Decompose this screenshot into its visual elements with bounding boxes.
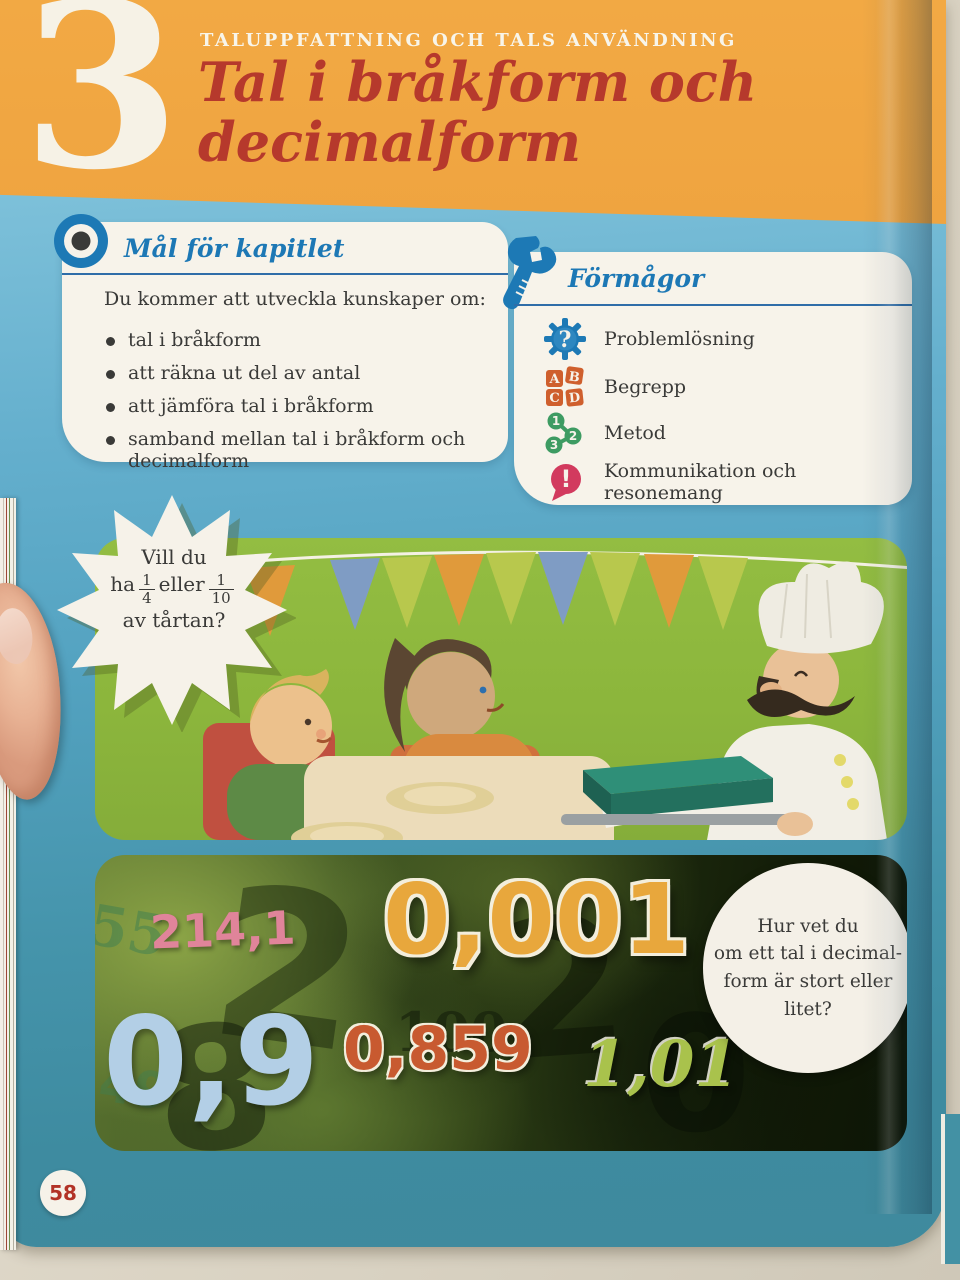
fraction-one-tenth: 1 10 <box>208 572 234 607</box>
gear-question-icon: ? <box>544 318 586 360</box>
thumb-nail <box>0 606 36 666</box>
svg-text:?: ? <box>559 327 572 353</box>
goals-list: tal i bråkform att räkna ut del av antal… <box>104 318 518 472</box>
party-illustration-panel <box>95 538 907 840</box>
decimals-panel: 2 8 55 49 2 0 100 214,1 0,001 0,9 0,859 … <box>95 855 907 1151</box>
svg-text:2: 2 <box>569 429 577 443</box>
page-number: 58 <box>40 1170 86 1216</box>
goals-box: Mål för kapitlet Du kommer att utveckla … <box>54 214 508 472</box>
goals-rule <box>62 273 508 275</box>
ability-problemsolving: ? Problemlösning <box>544 318 755 360</box>
abilities-heading: Förmågor <box>568 264 705 293</box>
exclamation-bubble-icon: ! <box>551 464 581 501</box>
speech-line3: av tårtan? <box>122 607 226 632</box>
goal-item: tal i bråkform <box>104 329 518 351</box>
chapter-title: Tal i bråkform och decimalform <box>198 52 757 173</box>
ability-label: Begrepp <box>604 376 687 398</box>
decimal-number: 0,001 <box>383 863 690 976</box>
ability-label: Kommunikation och resonemang <box>604 460 797 504</box>
ability-communication: ! Kommunikation och resonemang <box>544 460 912 504</box>
chapter-title-line1: Tal i bråkform och <box>198 50 758 114</box>
textbook-page: 3 TALUPPFATTNING OCH TALS ANVÄNDNING Tal… <box>0 0 946 1247</box>
svg-text:D: D <box>568 390 581 406</box>
goals-intro: Du kommer att utveckla kunskaper om: <box>104 288 486 310</box>
svg-text:B: B <box>568 369 581 385</box>
question-bubble: Hur vet du om ett tal i decimal- form är… <box>703 863 907 1073</box>
book-behind-edge <box>941 1114 960 1264</box>
numbered-circles-icon: 123 <box>545 412 582 454</box>
goal-item: samband mellan tal i bråkform och decima… <box>104 428 518 472</box>
speech-line2: ha 1 4 eller 1 10 <box>82 571 266 607</box>
decimal-number: 0,9 <box>103 991 320 1133</box>
svg-text:!: ! <box>561 465 572 493</box>
target-icon <box>54 214 108 268</box>
speech-line1: Vill du <box>141 545 207 569</box>
chapter-number: 3 <box>22 0 181 220</box>
bunting-garland <box>95 550 907 636</box>
wrench-icon <box>503 236 557 310</box>
decimal-number: 0,859 <box>343 1014 533 1084</box>
party-scene <box>95 550 907 840</box>
speech-bubble-text: Vill du ha 1 4 eller 1 10 av tårtan? <box>82 544 266 634</box>
chef-illustration <box>561 561 887 840</box>
svg-text:3: 3 <box>550 438 558 452</box>
svg-text:A: A <box>548 372 560 387</box>
party-table <box>291 756 614 840</box>
chapter-title-line2: decimalform <box>198 110 581 175</box>
svg-text:C: C <box>549 391 559 406</box>
starburst-shape <box>57 495 296 732</box>
goal-item: att jämföra tal i bråkform <box>104 395 518 417</box>
chapter-header-band <box>0 0 946 224</box>
chapter-kicker: TALUPPFATTNING OCH TALS ANVÄNDNING <box>200 30 737 51</box>
ability-label: Metod <box>604 422 666 444</box>
ability-label: Problemlösning <box>604 328 755 350</box>
decimal-number: 1,01 <box>583 1027 739 1102</box>
goals-heading: Mål för kapitlet <box>124 234 345 263</box>
svg-text:1: 1 <box>552 414 560 428</box>
cake-speech-bubble: Vill du ha 1 4 eller 1 10 av tårtan? <box>52 492 296 732</box>
abilities-rule <box>514 304 912 306</box>
abilities-box: Förmågor <box>503 236 912 505</box>
decimal-number: 214,1 <box>149 900 297 960</box>
goal-item: att räkna ut del av antal <box>104 362 518 384</box>
